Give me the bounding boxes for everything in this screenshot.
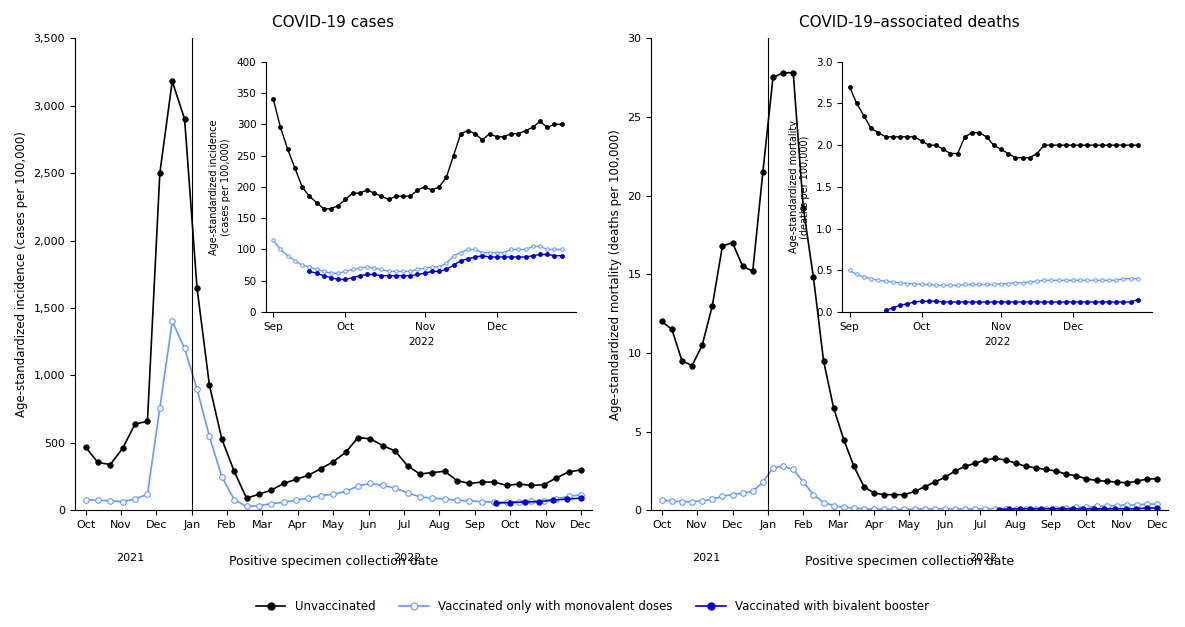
Y-axis label: Age-standardized incidence (cases per 100,000): Age-standardized incidence (cases per 10… [15, 131, 28, 417]
Text: 2022: 2022 [969, 553, 998, 563]
X-axis label: Positive specimen collection date: Positive specimen collection date [229, 555, 437, 568]
X-axis label: Positive specimen collection date: Positive specimen collection date [805, 555, 1014, 568]
Title: COVID-19 cases: COVID-19 cases [273, 15, 395, 30]
Title: COVID-19–associated deaths: COVID-19–associated deaths [799, 15, 1020, 30]
Text: 2021: 2021 [692, 553, 720, 563]
Legend: Unvaccinated, Vaccinated only with monovalent doses, Vaccinated with bivalent bo: Unvaccinated, Vaccinated only with monov… [251, 596, 934, 618]
Y-axis label: Age-standardized mortality (deaths per 100,000): Age-standardized mortality (deaths per 1… [609, 129, 622, 419]
Text: 2022: 2022 [393, 553, 421, 563]
Text: 2021: 2021 [116, 553, 145, 563]
